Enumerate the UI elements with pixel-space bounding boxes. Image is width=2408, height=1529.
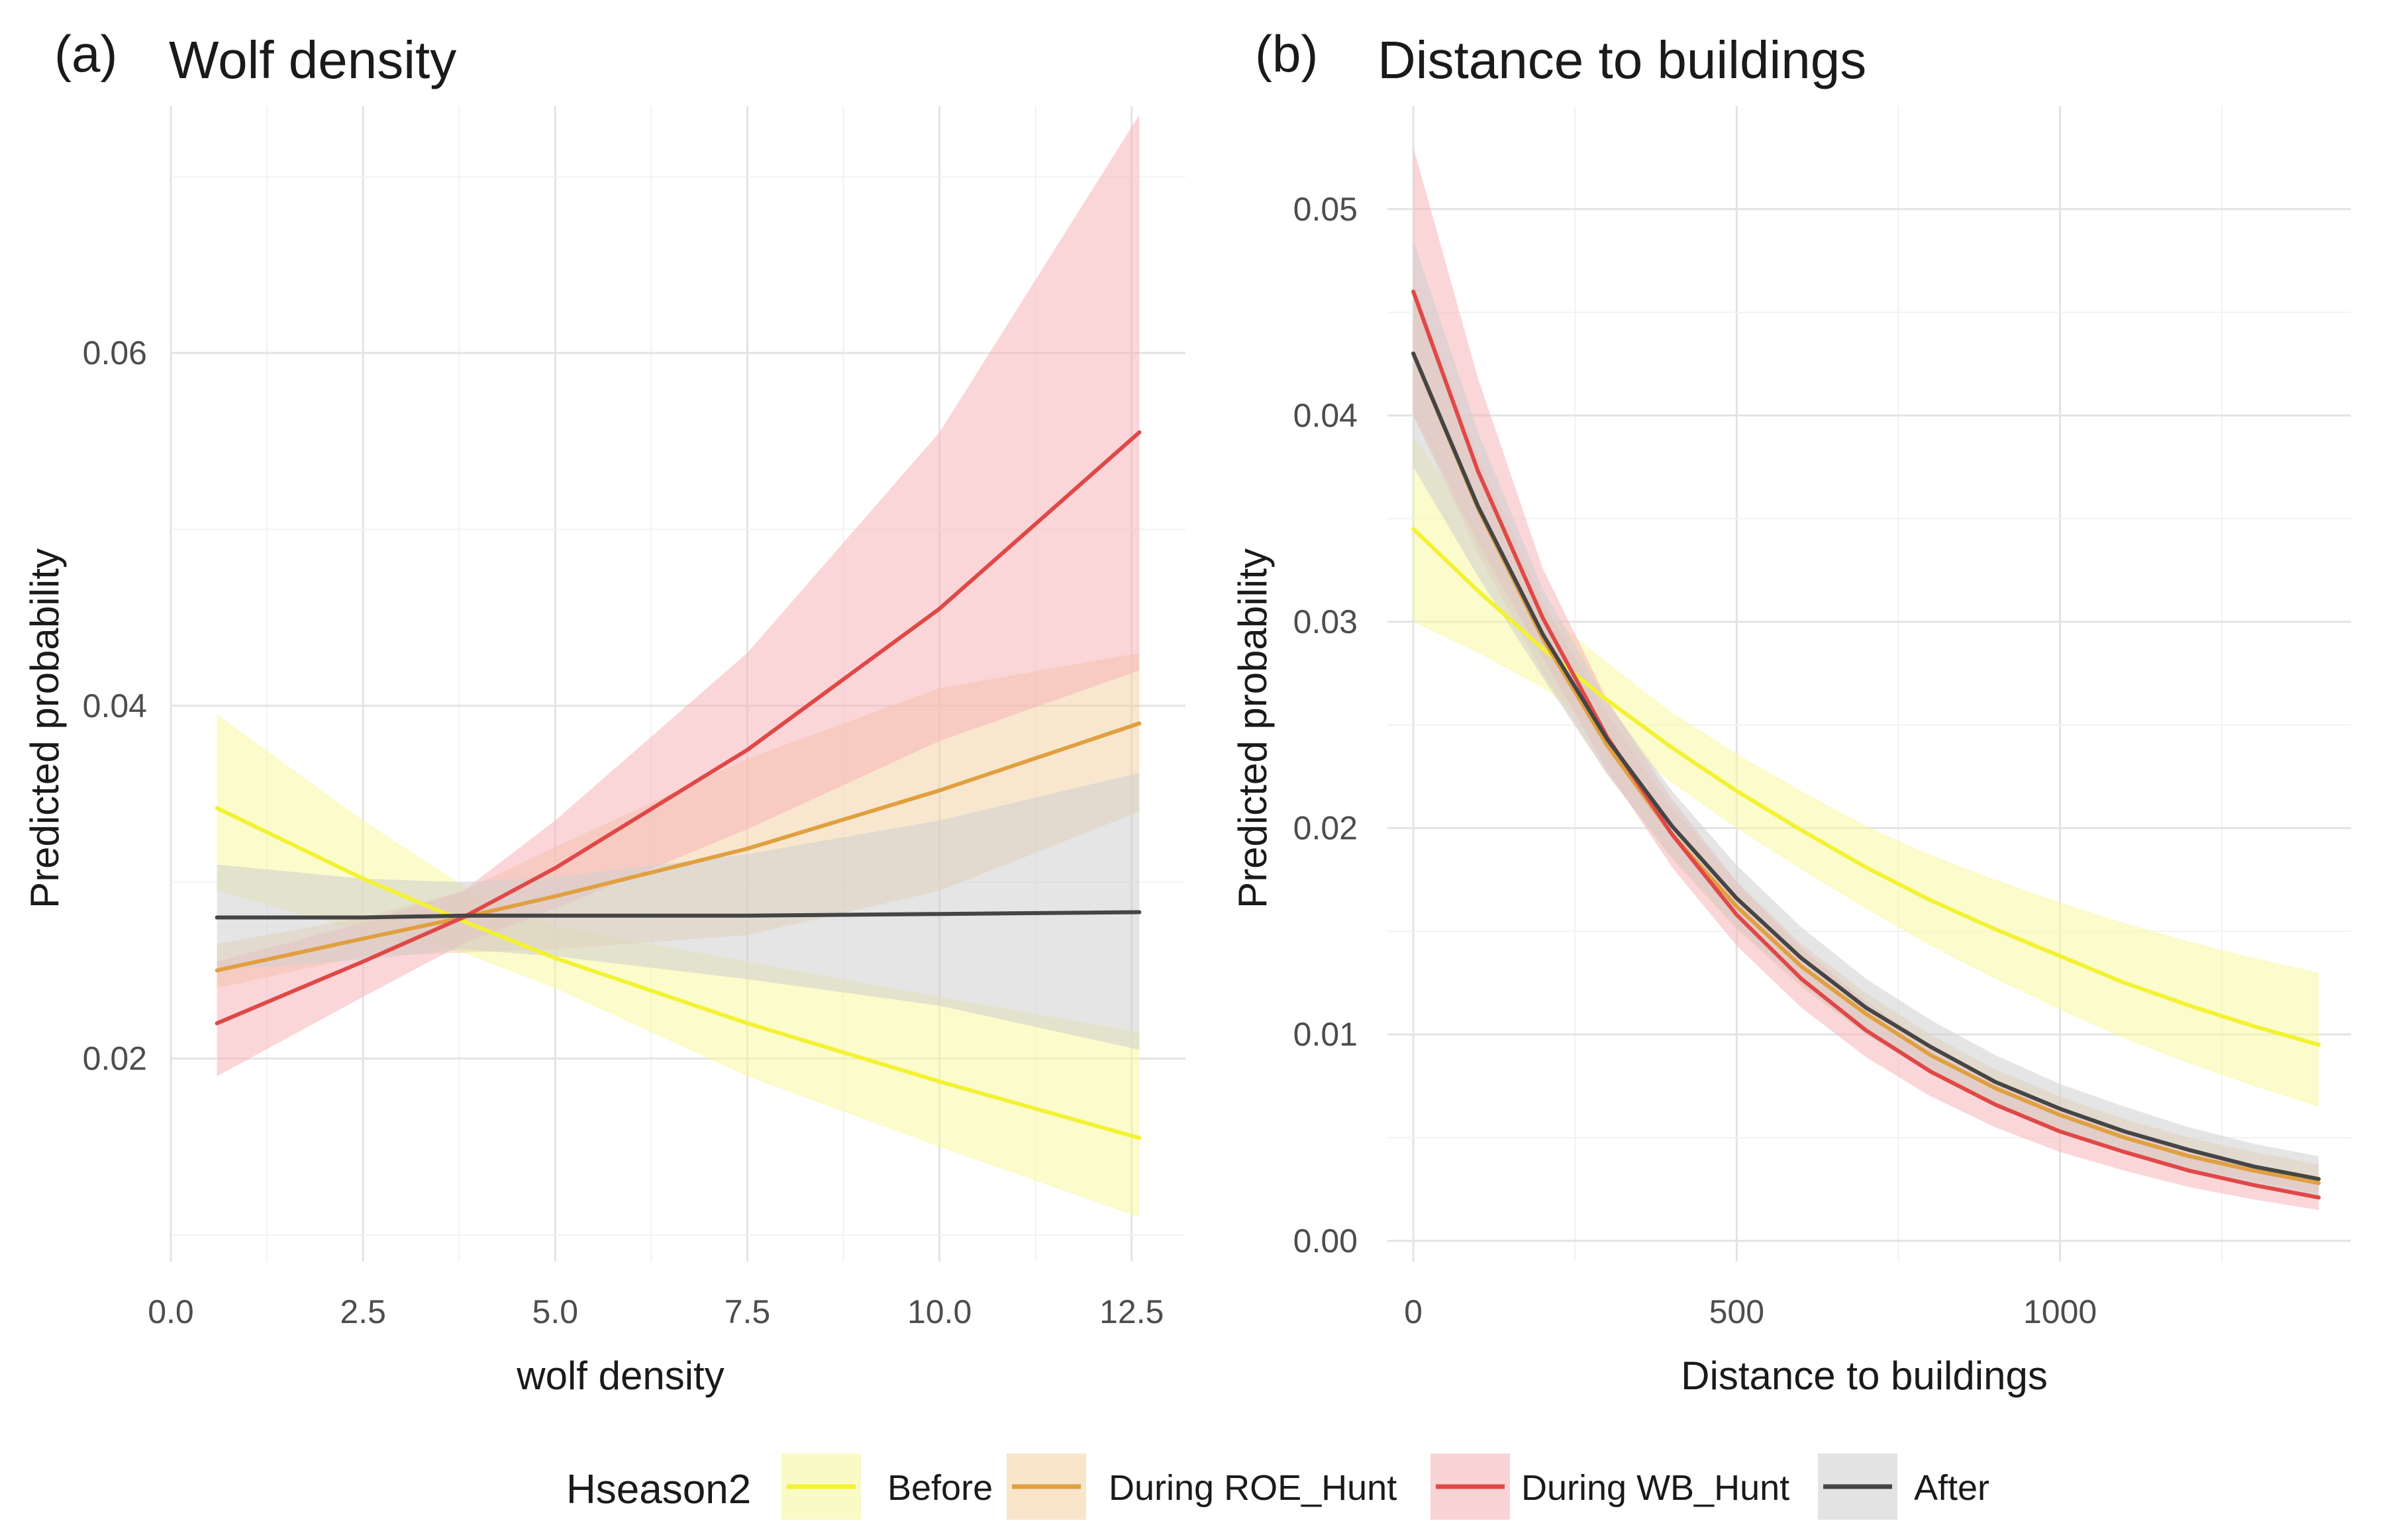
band-after bbox=[217, 773, 1140, 1050]
line-after bbox=[215, 910, 1142, 920]
y-tick-label: 0.02 bbox=[83, 1040, 147, 1077]
y-tick-label: 0.04 bbox=[1293, 397, 1358, 434]
panel-wolf-density: (a) Wolf density 0.0 2.5 5.0 7.5 10.0 12.5 0.… bbox=[23, 25, 1185, 1398]
panel-a-y-ticks: 0.02 0.04 0.06 bbox=[83, 334, 147, 1077]
panel-b-label: (b) bbox=[1255, 25, 1318, 83]
legend-label-during-wb-hunt: During WB_Hunt bbox=[1521, 1468, 1789, 1508]
line-during-wb-hunt bbox=[215, 430, 1142, 1026]
panel-distance-to-buildings: (b) Distance to buildings 0 500 1000 0.000… bbox=[1230, 25, 2351, 1398]
x-tick-label: 10.0 bbox=[907, 1293, 972, 1330]
y-tick-label: 0.04 bbox=[83, 687, 147, 724]
panel-a-x-axis-title: wolf density bbox=[516, 1354, 724, 1398]
panel-a-x-ticks: 0.0 2.5 5.0 7.5 10.0 12.5 bbox=[148, 1293, 1164, 1330]
legend-item-during-wb-hunt: During WB_Hunt bbox=[1430, 1454, 1789, 1520]
y-tick-label: 0.00 bbox=[1293, 1222, 1358, 1259]
panel-b-x-axis-title: Distance to buildings bbox=[1681, 1354, 2048, 1398]
x-tick-label: 0.0 bbox=[148, 1293, 194, 1330]
panel-a-y-axis-title: Predicted probability bbox=[23, 548, 67, 909]
panel-a-title: Wolf density bbox=[169, 30, 456, 89]
band-before bbox=[1413, 436, 2319, 1107]
y-tick-label: 0.03 bbox=[1293, 603, 1358, 640]
y-tick-label: 0.05 bbox=[1293, 191, 1358, 228]
legend-item-after: After bbox=[1818, 1454, 1989, 1520]
x-tick-label: 1000 bbox=[2023, 1293, 2097, 1330]
panel-a-confidence-bands bbox=[217, 115, 1140, 1218]
line-before bbox=[215, 806, 1142, 1140]
y-tick-label: 0.06 bbox=[83, 334, 147, 371]
legend-label-before: Before bbox=[887, 1468, 993, 1508]
x-tick-label: 5.0 bbox=[532, 1293, 579, 1330]
panel-b-x-ticks: 0 500 1000 bbox=[1404, 1293, 2097, 1330]
line-during-roe-hunt bbox=[1411, 351, 2321, 1185]
x-tick-label: 0 bbox=[1404, 1293, 1423, 1330]
x-tick-label: 7.5 bbox=[725, 1293, 771, 1330]
panel-b-title: Distance to buildings bbox=[1378, 30, 1866, 89]
legend-label-during-roe-hunt: During ROE_Hunt bbox=[1109, 1468, 1397, 1508]
y-tick-label: 0.02 bbox=[1293, 810, 1358, 847]
panel-b-series-lines bbox=[1411, 289, 2321, 1200]
legend-label-after: After bbox=[1914, 1468, 1989, 1508]
panel-b-confidence-bands bbox=[1413, 147, 2319, 1210]
x-tick-label: 2.5 bbox=[340, 1293, 386, 1330]
x-tick-label: 12.5 bbox=[1099, 1293, 1164, 1330]
panel-a-series-lines bbox=[215, 430, 1142, 1140]
panel-a-label: (a) bbox=[54, 25, 117, 83]
legend: Hseason2 Before During ROE_Hunt During W… bbox=[566, 1454, 1989, 1520]
line-after bbox=[1411, 351, 2321, 1181]
panel-b-grid bbox=[1387, 106, 2351, 1261]
x-tick-label: 500 bbox=[1709, 1293, 1764, 1330]
line-during-roe-hunt bbox=[215, 721, 1142, 973]
line-during-wb-hunt bbox=[1411, 289, 2321, 1200]
legend-title: Hseason2 bbox=[566, 1467, 751, 1512]
panel-b-y-ticks: 0.00 0.01 0.02 0.03 0.04 0.05 bbox=[1293, 191, 1358, 1259]
panel-b-y-axis-title: Predicted probability bbox=[1230, 548, 1275, 909]
legend-item-during-roe-hunt: During ROE_Hunt bbox=[1007, 1454, 1397, 1520]
legend-item-before: Before bbox=[781, 1454, 993, 1520]
band-during-wb-hunt bbox=[1413, 147, 2319, 1210]
y-tick-label: 0.01 bbox=[1293, 1016, 1358, 1053]
